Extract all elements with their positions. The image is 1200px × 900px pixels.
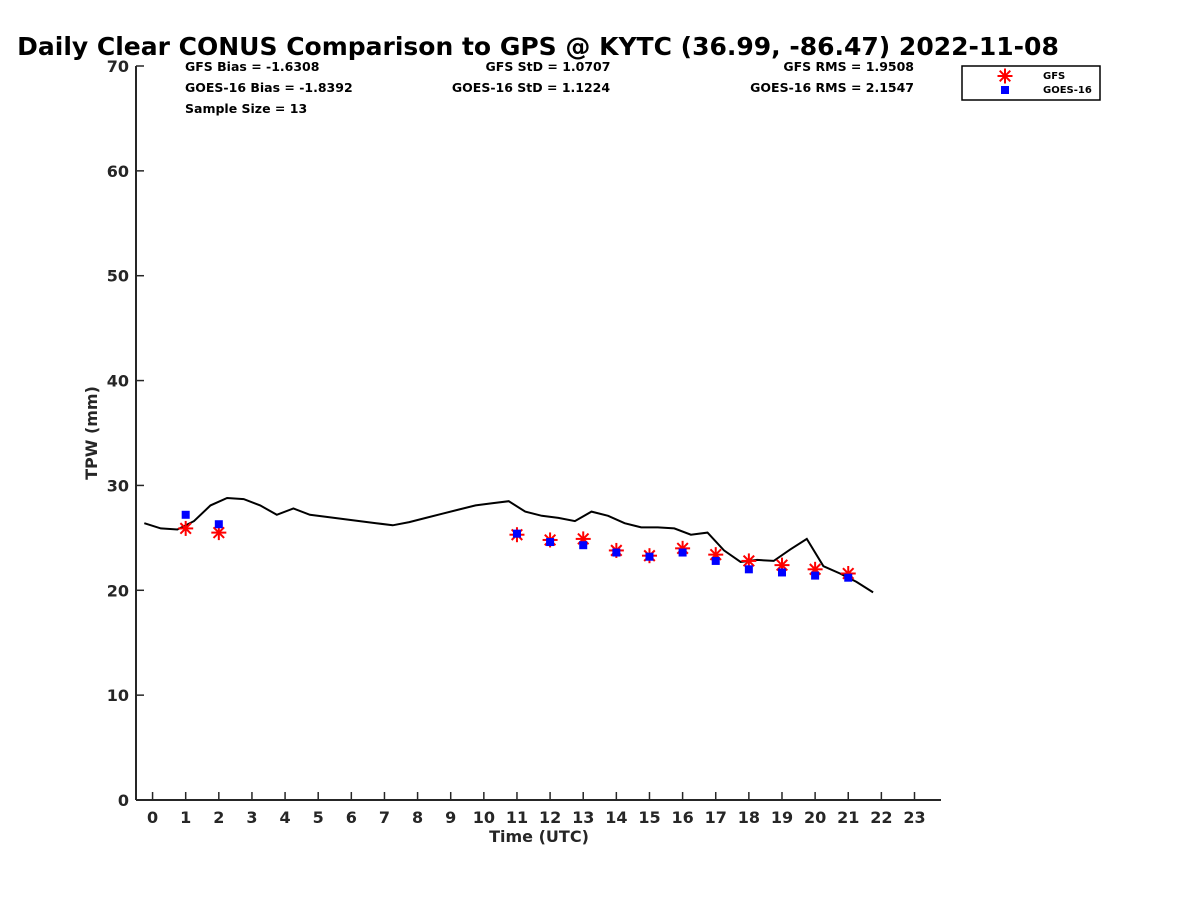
y-tick-label: 0 xyxy=(118,791,129,810)
x-tick-label: 22 xyxy=(870,808,892,827)
x-tick-label: 9 xyxy=(445,808,456,827)
x-tick-label: 2 xyxy=(213,808,224,827)
asterisk-stroke xyxy=(179,522,192,535)
asterisk-stroke xyxy=(212,526,225,539)
goes-point xyxy=(777,568,786,577)
y-tick-label: 30 xyxy=(107,476,129,495)
legend-gfs-asterisk xyxy=(997,68,1013,84)
gps-line-layer xyxy=(143,496,874,594)
stats-block: GFS Bias = -1.6308 GOES-16 Bias = -1.839… xyxy=(185,59,914,116)
legend-gfs-marker xyxy=(997,68,1013,84)
x-tick-label: 19 xyxy=(771,808,793,827)
y-tick-label: 40 xyxy=(107,372,129,391)
gfs-point xyxy=(178,520,194,536)
x-tick-label: 7 xyxy=(379,808,390,827)
gfs-std-text: GFS StD = 1.0707 xyxy=(486,59,611,74)
goes-point xyxy=(844,573,853,582)
x-tick-label: 16 xyxy=(671,808,693,827)
x-tick-label: 10 xyxy=(473,808,495,827)
goes-std-text: GOES-16 StD = 1.1224 xyxy=(452,80,610,95)
legend-box xyxy=(961,65,1101,101)
legend-goes-marker xyxy=(1001,86,1009,94)
goes-point xyxy=(612,548,621,557)
x-tick-label: 23 xyxy=(903,808,925,827)
goes-series-layer xyxy=(181,510,853,582)
x-tick-label: 5 xyxy=(313,808,324,827)
goes-point xyxy=(181,510,190,519)
goes-point xyxy=(579,541,588,550)
goes-bias-text: GOES-16 Bias = -1.8392 xyxy=(185,80,353,95)
x-tick-label: 14 xyxy=(605,808,627,827)
y-tick-label: 50 xyxy=(107,267,129,286)
asterisk-stroke xyxy=(742,554,755,567)
goes-point xyxy=(512,529,521,538)
goes-point xyxy=(214,520,223,529)
goes-point xyxy=(645,552,654,561)
gfs-series-layer xyxy=(178,520,856,582)
legend: GFS GOES-16 xyxy=(961,65,1101,101)
y-axis-label: TPW (mm) xyxy=(82,386,101,480)
x-tick-label: 0 xyxy=(147,808,158,827)
x-axis-label: Time (UTC) xyxy=(489,827,589,846)
x-tick-label: 13 xyxy=(572,808,594,827)
y-tick-label: 20 xyxy=(107,581,129,600)
x-tick-label: 21 xyxy=(837,808,859,827)
y-tick-label: 60 xyxy=(107,162,129,181)
legend-gfs-label: GFS xyxy=(1043,71,1065,82)
gfs-bias-text: GFS Bias = -1.6308 xyxy=(185,59,319,74)
goes-point xyxy=(678,548,687,557)
goes-point xyxy=(744,565,753,574)
legend-goes-label: GOES-16 xyxy=(1043,85,1092,96)
goes-point xyxy=(811,571,820,580)
x-tick-label: 3 xyxy=(246,808,257,827)
legend-goes-square xyxy=(1001,86,1009,94)
gps-line xyxy=(143,496,874,594)
x-tick-label: 8 xyxy=(412,808,423,827)
x-tick-label: 1 xyxy=(180,808,191,827)
x-tick-label: 18 xyxy=(738,808,760,827)
y-tick-label: 70 xyxy=(107,57,129,76)
asterisk-stroke xyxy=(998,69,1012,83)
gfs-rms-text: GFS RMS = 1.9508 xyxy=(783,59,914,74)
x-tick-label: 15 xyxy=(638,808,660,827)
x-tick-label: 12 xyxy=(539,808,561,827)
x-tick-label: 6 xyxy=(346,808,357,827)
chart-title: Daily Clear CONUS Comparison to GPS @ KY… xyxy=(17,32,1059,61)
x-tick-label: 4 xyxy=(280,808,291,827)
goes-point xyxy=(711,556,720,565)
goes-point xyxy=(546,538,555,547)
x-tick-label: 20 xyxy=(804,808,826,827)
sample-size-text: Sample Size = 13 xyxy=(185,101,307,116)
x-tick-label: 11 xyxy=(506,808,528,827)
axes: 0 1 2 3 4 5 6 7 8 9 10 11 12 13 14 15 16 17 18 19 20 21 22 2301… xyxy=(107,57,941,827)
x-tick-label: 17 xyxy=(705,808,727,827)
y-tick-label: 10 xyxy=(107,686,129,705)
goes-rms-text: GOES-16 RMS = 2.1547 xyxy=(750,80,914,95)
